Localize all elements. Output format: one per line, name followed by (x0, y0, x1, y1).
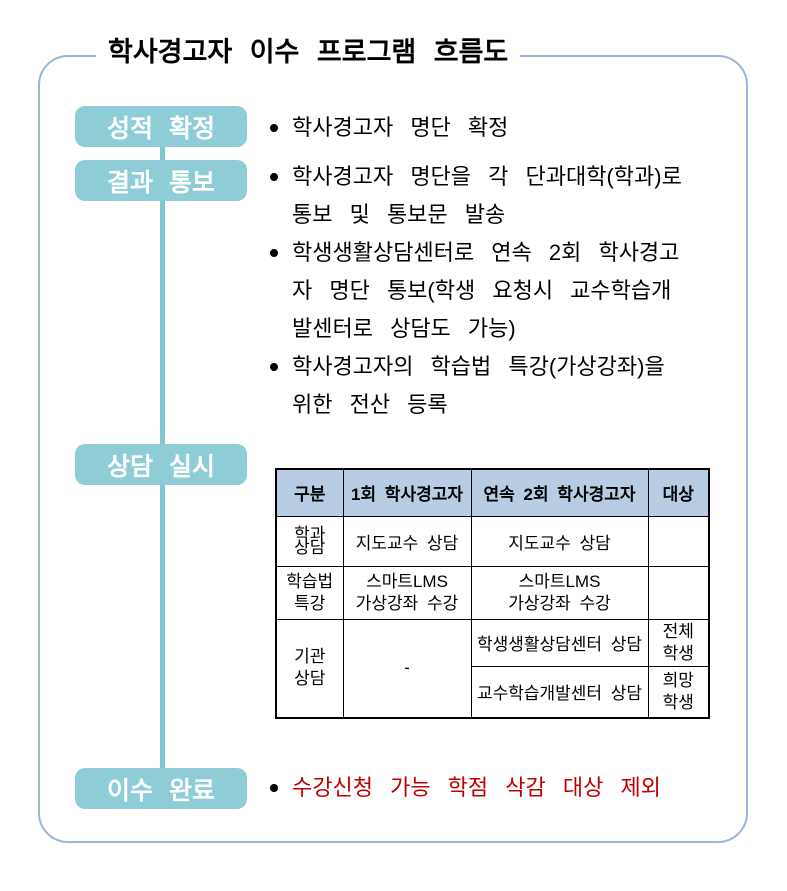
table-cell-dept-second: 지도교수 상담 (470, 515, 649, 567)
table-cell-org-second-a: 학생생활상담센터 상담 (470, 618, 649, 667)
bullet-text: 학사경고자 명단을 각 단과대학(학과)로 (292, 164, 682, 189)
completion-note-text: 수강신청 가능 학점 삭감 대상 제외 (292, 775, 661, 800)
table-cell-lecture-first: 스마트LMS 가상강좌 수강 (342, 565, 472, 620)
step-box-grade-finalize: 성적 확정 (75, 106, 247, 147)
bullet-text: 학사경고자의 학습법 특강(가상강좌)을 (292, 354, 665, 379)
counseling-table: 구분 1회 학사경고자 연속 2회 학사경고자 대상 학과 상담 지도교수 상담… (275, 468, 710, 719)
bullet-icon (270, 173, 278, 181)
bullet-item: 학생생활상담센터로 연속 2회 학사경고 자 명단 통보(학생 요청시 교수학습… (268, 234, 760, 348)
bullet-text: 통보 및 통보문 발송 (292, 202, 506, 227)
bullet-item: 학사경고자 명단 확정 (268, 109, 760, 147)
bullet-icon (270, 124, 278, 132)
page-title: 학사경고자 이수 프로그램 흐름도 (96, 30, 521, 69)
bullet-text: 발센터로 상담도 가능) (292, 316, 516, 341)
bullet-icon (270, 363, 278, 371)
table-cell-lecture-category: 학습법 특강 (275, 565, 344, 620)
table-cell-org-category: 기관 상담 (275, 618, 344, 719)
bullet-text: 위한 전산 등록 (292, 392, 448, 417)
table-cell-lecture-second: 스마트LMS 가상강좌 수강 (470, 565, 649, 620)
bullet-text: 학생생활상담센터로 연속 2회 학사경고 (292, 240, 680, 265)
table-header-first-warning: 1회 학사경고자 (342, 468, 472, 517)
table-cell-dept-category: 학과 상담 (275, 515, 344, 567)
bullet-icon (270, 784, 278, 792)
step-box-label: 상담 실시 (107, 452, 215, 481)
table-cell-org-target-a: 전체 학생 (647, 618, 710, 667)
table-cell-lecture-target (647, 565, 710, 620)
table-header-category: 구분 (275, 468, 344, 517)
completion-note: 수강신청 가능 학점 삭감 대상 제외 (268, 769, 760, 807)
step-box-counseling: 상담 실시 (75, 444, 247, 485)
bullet-item: 학사경고자 명단을 각 단과대학(학과)로 통보 및 통보문 발송 (268, 158, 760, 234)
table-cell-dept-target (647, 515, 710, 567)
bullet-item: 학사경고자의 학습법 특강(가상강좌)을 위한 전산 등록 (268, 348, 760, 424)
bullet-text: 학사경고자 명단 확정 (292, 115, 509, 140)
table-cell-org-second-b: 교수학습개발센터 상담 (470, 665, 649, 719)
table-cell-org-first: - (342, 618, 472, 719)
bullet-text: 자 명단 통보(학생 요청시 교수학습개 (292, 278, 672, 303)
table-cell-org-target-b: 희망 학생 (647, 665, 710, 719)
table-header-target: 대상 (647, 468, 710, 517)
bullet-icon (270, 249, 278, 257)
step-box-result-notice: 결과 통보 (75, 160, 247, 201)
step-box-label: 성적 확정 (107, 114, 215, 143)
table-cell-dept-first: 지도교수 상담 (342, 515, 472, 567)
step-box-label: 이수 완료 (107, 776, 215, 805)
step-box-completion: 이수 완료 (75, 768, 247, 809)
step-box-label: 결과 통보 (107, 168, 215, 197)
table-header-second-warning: 연속 2회 학사경고자 (470, 468, 649, 517)
